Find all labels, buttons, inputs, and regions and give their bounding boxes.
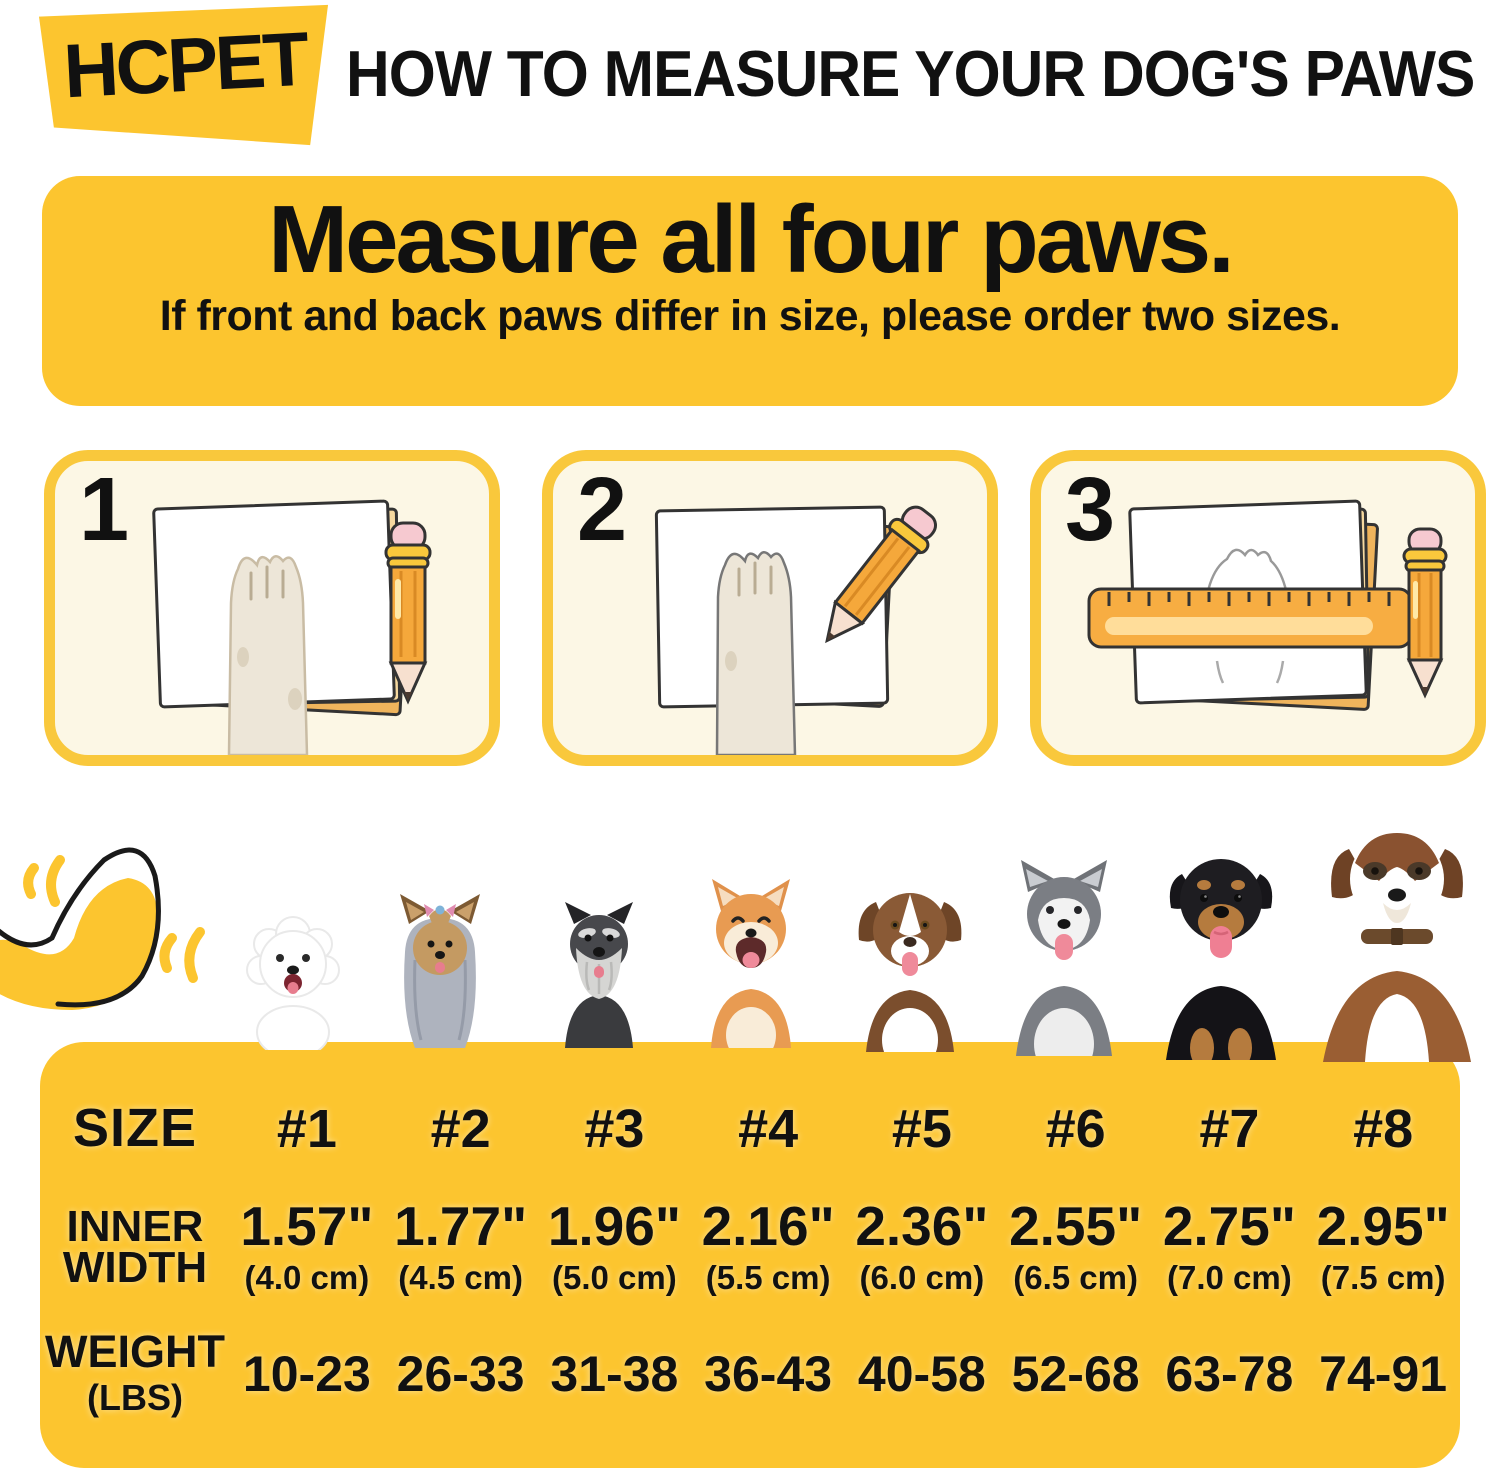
dog-photo-miniature-schnauzer: [543, 900, 655, 1048]
weight-value: 40-58: [857, 1345, 986, 1402]
size-value: #7: [1199, 1099, 1260, 1159]
size-value: #8: [1353, 1099, 1414, 1159]
step-panel-2: 2: [542, 450, 998, 766]
inner-width-row-label: INNER WIDTH: [40, 1204, 230, 1293]
weight-value: 74-91: [1319, 1345, 1448, 1402]
banner-subheading: If front and back paws differ in size, p…: [159, 291, 1341, 340]
weight-value: 36-43: [704, 1345, 833, 1402]
step-number-1: 1: [79, 460, 130, 560]
step3-ruler-illustration: [1087, 499, 1448, 711]
size-row-label: SIZE: [72, 1098, 198, 1159]
inner-width-value: 2.95" (7.5 cm): [1316, 1195, 1450, 1296]
weight-label-line1: WEIGHT: [45, 1325, 225, 1377]
step2-tracing-illustration: [654, 505, 938, 755]
dog-photo-rottweiler: [1140, 840, 1302, 1060]
step-panel-1: 1: [44, 450, 500, 766]
size-row: SIZE #1 #2 #3 #4 #5 #6 #7 #8: [40, 1098, 1460, 1160]
weight-row-label: WEIGHT (LBS): [40, 1329, 230, 1418]
weight-label-line2: (LBS): [87, 1376, 183, 1418]
paw-icon: [227, 555, 309, 755]
brand-logo: HCPET: [36, 2, 334, 148]
dog-photo-alaskan-malamute: [992, 856, 1137, 1056]
size-value: #5: [891, 1099, 952, 1159]
step-number-2: 2: [577, 460, 628, 560]
weight-value: 10-23: [242, 1345, 371, 1402]
inner-width-label-line1: INNER: [66, 1201, 204, 1251]
logo-text: HCPET: [61, 16, 309, 115]
inner-width-label-line2: WIDTH: [62, 1243, 208, 1293]
size-value: #2: [430, 1099, 491, 1159]
weight-value: 26-33: [396, 1345, 525, 1402]
inner-width-value: 2.36" (6.0 cm): [855, 1195, 989, 1296]
dog-photo-bichon-frise: [233, 910, 353, 1050]
weight-row: WEIGHT (LBS) 10-23 26-33 31-38 36-43 40-…: [40, 1329, 1460, 1418]
paw-swoosh-doodle: [0, 847, 205, 1010]
paw-icon: [715, 551, 797, 755]
size-value: #6: [1045, 1099, 1106, 1159]
weight-value: 31-38: [550, 1345, 679, 1402]
size-value: #4: [738, 1099, 799, 1159]
inner-width-value: 2.55" (6.5 cm): [1009, 1195, 1143, 1296]
logo-background-shape: [38, 4, 329, 146]
weight-value: 63-78: [1165, 1345, 1294, 1402]
weight-value: 52-68: [1011, 1345, 1140, 1402]
ruler-icon: [1087, 587, 1413, 649]
size-value: #3: [584, 1099, 645, 1159]
paw-outline-icon: [1201, 548, 1293, 684]
banner-heading: Measure all four paws.: [268, 186, 1235, 293]
inner-width-value: 1.57" (4.0 cm): [240, 1195, 374, 1296]
step1-paw-on-paper-illustration: [152, 499, 432, 755]
size-chart: SIZE #1 #2 #3 #4 #5 #6 #7 #8 INNER WIDTH…: [40, 1042, 1460, 1468]
dog-photo-australian-shepherd: [838, 872, 983, 1052]
inner-width-row: INNER WIDTH 1.57" (4.0 cm) 1.77" (4.5 cm) …: [40, 1195, 1460, 1297]
inner-width-value: 2.75" (7.0 cm): [1162, 1195, 1296, 1296]
pencil-icon: [1402, 527, 1448, 699]
dog-photo-shiba-inu: [685, 873, 817, 1048]
page-title: HOW TO MEASURE YOUR DOG'S PAWS: [346, 37, 1475, 110]
inner-width-value: 2.16" (5.5 cm): [701, 1195, 835, 1296]
dog-photo-yorkshire-terrier: [385, 890, 495, 1050]
step-panel-3: 3: [1030, 450, 1486, 766]
inner-width-value: 1.77" (4.5 cm): [394, 1195, 528, 1296]
pencil-icon: [384, 521, 432, 705]
size-value: #1: [276, 1099, 337, 1159]
inner-width-value: 1.96" (5.0 cm): [547, 1195, 681, 1296]
measure-banner: Measure all four paws. If front and back…: [42, 176, 1458, 406]
dog-photo-saint-bernard: [1305, 807, 1490, 1062]
step-number-3: 3: [1065, 460, 1116, 560]
pencil-icon: [825, 505, 938, 644]
